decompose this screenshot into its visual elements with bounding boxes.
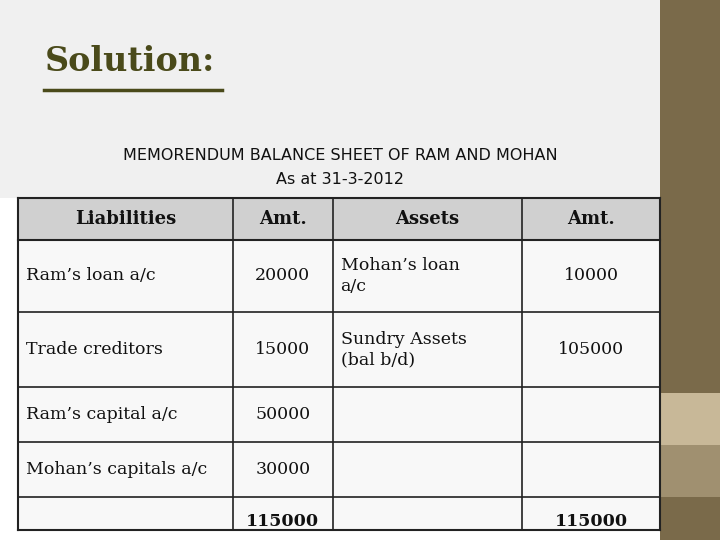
Text: Ram’s loan a/c: Ram’s loan a/c [26,267,156,285]
Text: Amt.: Amt. [567,210,615,228]
Bar [18,198,660,240]
Text: Solution:: Solution: [45,45,215,78]
Text: 115000: 115000 [554,514,628,530]
Text: As at 31-3-2012: As at 31-3-2012 [276,172,404,187]
Text: Ram’s capital a/c: Ram’s capital a/c [26,406,178,423]
Bar [660,445,720,497]
Text: Assets: Assets [395,210,459,228]
Bar [660,0,720,540]
Text: Mohan’s capitals a/c: Mohan’s capitals a/c [26,461,207,478]
Text: 15000: 15000 [256,341,310,358]
Text: Trade creditors: Trade creditors [26,341,163,358]
Text: Sundry Assets
(bal b/d): Sundry Assets (bal b/d) [341,330,467,368]
Text: MEMORENDUM BALANCE SHEET OF RAM AND MOHAN: MEMORENDUM BALANCE SHEET OF RAM AND MOHA… [122,148,557,163]
Text: 115000: 115000 [246,514,320,530]
Text: 50000: 50000 [256,406,310,423]
Bar [18,240,660,530]
Text: 30000: 30000 [256,461,310,478]
Text: Liabilities: Liabilities [75,210,176,228]
Bar [0,0,660,198]
Text: Amt.: Amt. [259,210,307,228]
Text: 10000: 10000 [564,267,618,285]
Text: Mohan’s loan
a/c: Mohan’s loan a/c [341,257,459,295]
Text: 20000: 20000 [256,267,310,285]
Bar [660,393,720,445]
Text: 105000: 105000 [558,341,624,358]
